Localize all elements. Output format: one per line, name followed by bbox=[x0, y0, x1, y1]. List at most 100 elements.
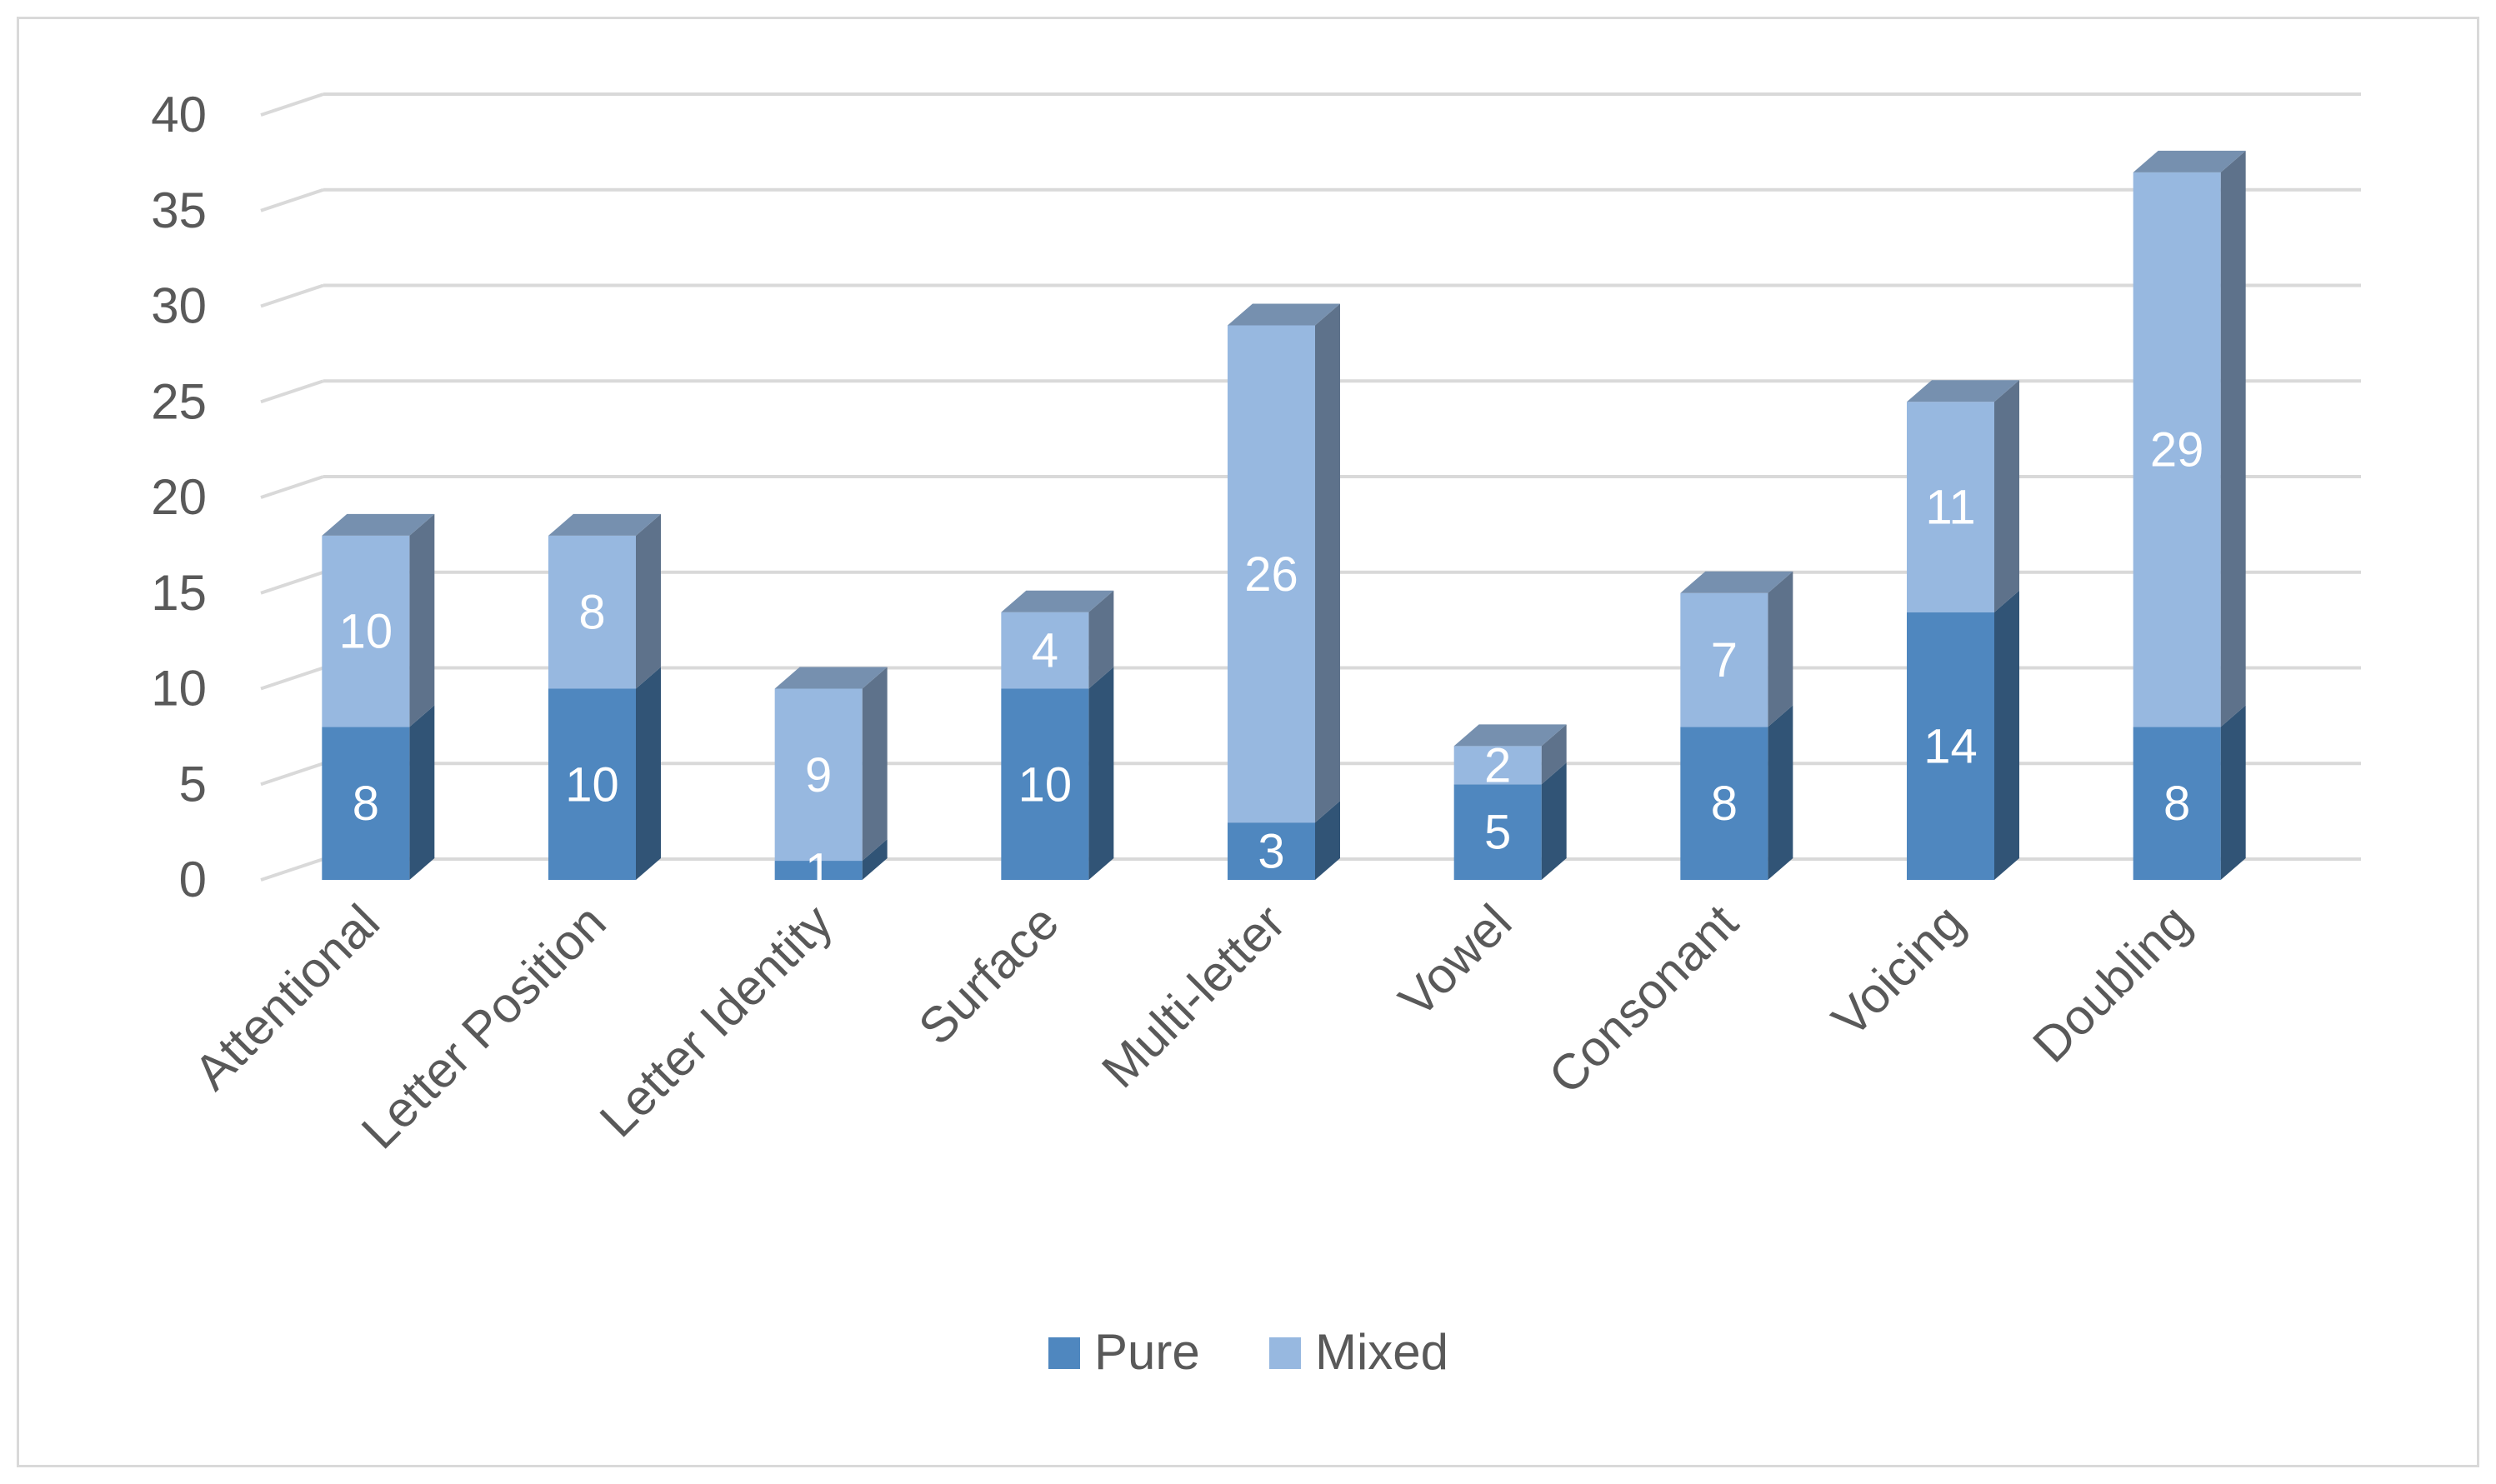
bar-side-face bbox=[862, 667, 888, 862]
bar-segment-pure bbox=[1001, 688, 1089, 880]
data-label: 10 bbox=[1018, 757, 1073, 812]
bar-segment-pure bbox=[548, 688, 636, 880]
data-label: 8 bbox=[578, 586, 605, 640]
bar-top-face bbox=[322, 513, 435, 536]
bar-segment-mixed bbox=[1680, 592, 1768, 727]
bar-segment-mixed bbox=[1001, 612, 1089, 689]
bar-segment-pure bbox=[1680, 727, 1768, 880]
bar-top-face bbox=[2133, 150, 2246, 172]
legend-label: Mixed bbox=[1315, 1324, 1448, 1380]
bar-top-face bbox=[774, 667, 888, 689]
bar-side-face bbox=[1315, 801, 1340, 880]
bar-side-face bbox=[1088, 590, 1114, 689]
data-label: 7 bbox=[1711, 633, 1738, 687]
data-label: 3 bbox=[1258, 825, 1284, 879]
bar-side-face bbox=[862, 839, 888, 880]
category-label: Letter Identity bbox=[589, 894, 843, 1147]
bar-segment-pure bbox=[1453, 784, 1542, 880]
bar-side-face bbox=[409, 705, 435, 880]
category-label: Letter Position bbox=[351, 894, 617, 1160]
bar-segment-pure bbox=[774, 861, 863, 880]
legend-swatch bbox=[1048, 1337, 1080, 1369]
chart-frame: 0 5 10 15 20 25 30 35 40 8 10 10 8 1 9 10 4 3 26 5 2 8 7 14 11 8… bbox=[17, 17, 2479, 1467]
gridlines bbox=[260, 92, 2361, 882]
bar-top-face bbox=[548, 513, 661, 536]
bar-segment-mixed bbox=[2133, 172, 2221, 727]
bar-segment-mixed bbox=[322, 535, 410, 727]
bar-top-face bbox=[1680, 571, 1793, 593]
category-label: Doubling bbox=[2023, 894, 2202, 1073]
gridline-diagonal bbox=[260, 857, 324, 882]
data-label: 8 bbox=[1711, 777, 1738, 831]
gridline-diagonal bbox=[260, 570, 324, 595]
bar-top-face bbox=[1907, 380, 2019, 402]
bar-letter-position: 10 8 bbox=[548, 513, 661, 880]
bar-attentional: 8 10 bbox=[322, 513, 435, 880]
bar-voicing: 14 11 bbox=[1907, 380, 2019, 880]
y-tick-label: 15 bbox=[151, 565, 207, 621]
bar-side-face bbox=[636, 667, 661, 880]
bar-side-face bbox=[1315, 303, 1340, 823]
data-label: 2 bbox=[1484, 738, 1511, 792]
bar-segment-pure bbox=[2133, 727, 2221, 880]
gridline-diagonal bbox=[260, 762, 324, 787]
bar-side-face bbox=[1768, 571, 1793, 727]
bar-top-face bbox=[1228, 303, 1340, 326]
y-tick-label: 5 bbox=[179, 756, 207, 812]
data-label: 5 bbox=[1484, 806, 1511, 860]
bar-side-face bbox=[1994, 590, 2019, 880]
bar-segment-mixed bbox=[1453, 746, 1542, 785]
bar-consonant: 87 bbox=[1680, 571, 1793, 880]
bar-segment-mixed bbox=[548, 535, 636, 689]
bar-top-face bbox=[1001, 590, 1114, 612]
gridline-diagonal bbox=[260, 475, 324, 499]
bar-segment-pure bbox=[1228, 822, 1315, 880]
data-label: 26 bbox=[1244, 547, 1298, 602]
bar-side-face bbox=[1088, 667, 1114, 880]
bar-doubling: 8 29 bbox=[2133, 150, 2246, 880]
bar-segment-pure bbox=[1907, 612, 1994, 880]
data-label: 14 bbox=[1923, 719, 1978, 773]
bar-segment-mixed bbox=[1907, 402, 1994, 612]
y-tick-label: 25 bbox=[151, 373, 207, 429]
category-label: Surface bbox=[908, 894, 1069, 1056]
gridline-diagonal bbox=[260, 187, 324, 212]
data-label: 10 bbox=[565, 757, 619, 812]
bar-multi-letter: 3 26 bbox=[1228, 303, 1340, 880]
bar-side-face bbox=[2220, 150, 2246, 727]
y-tick-label: 10 bbox=[151, 661, 207, 717]
legend-label: Pure bbox=[1094, 1324, 1200, 1380]
legend: Pure Mixed bbox=[1048, 1324, 1448, 1380]
bar-side-face bbox=[1994, 380, 2019, 612]
category-label: Multi-letter bbox=[1091, 894, 1295, 1098]
bar-surface: 10 4 bbox=[1001, 590, 1114, 880]
y-tick-label: 30 bbox=[151, 278, 207, 334]
bar-side-face bbox=[2220, 705, 2246, 880]
category-label: Voicing bbox=[1822, 894, 1975, 1047]
y-tick-label: 35 bbox=[151, 182, 207, 238]
y-tick-label: 40 bbox=[151, 87, 207, 142]
bar-letter-identity: 19 bbox=[774, 667, 888, 898]
data-label: 8 bbox=[353, 777, 379, 831]
gridline-diagonal bbox=[260, 379, 324, 404]
gridline-diagonal bbox=[260, 283, 324, 308]
legend-item-pure: Pure bbox=[1048, 1324, 1200, 1380]
gridline-diagonal bbox=[260, 666, 324, 691]
data-label: 10 bbox=[339, 605, 393, 659]
legend-item-mixed: Mixed bbox=[1269, 1324, 1448, 1380]
data-label: 8 bbox=[2163, 777, 2190, 831]
data-label: 4 bbox=[1032, 624, 1058, 678]
bar-side-face bbox=[409, 513, 435, 727]
bar-top-face bbox=[1453, 724, 1567, 747]
data-label: 29 bbox=[2150, 423, 2204, 477]
y-tick-label: 20 bbox=[151, 469, 207, 525]
bar-segment-pure bbox=[322, 727, 410, 880]
category-label: Attentional bbox=[183, 894, 390, 1101]
category-label: Vowel bbox=[1388, 894, 1523, 1028]
bar-vowel: 52 bbox=[1453, 724, 1567, 880]
data-label: 11 bbox=[1925, 480, 1975, 534]
bar-side-face bbox=[1541, 724, 1567, 785]
